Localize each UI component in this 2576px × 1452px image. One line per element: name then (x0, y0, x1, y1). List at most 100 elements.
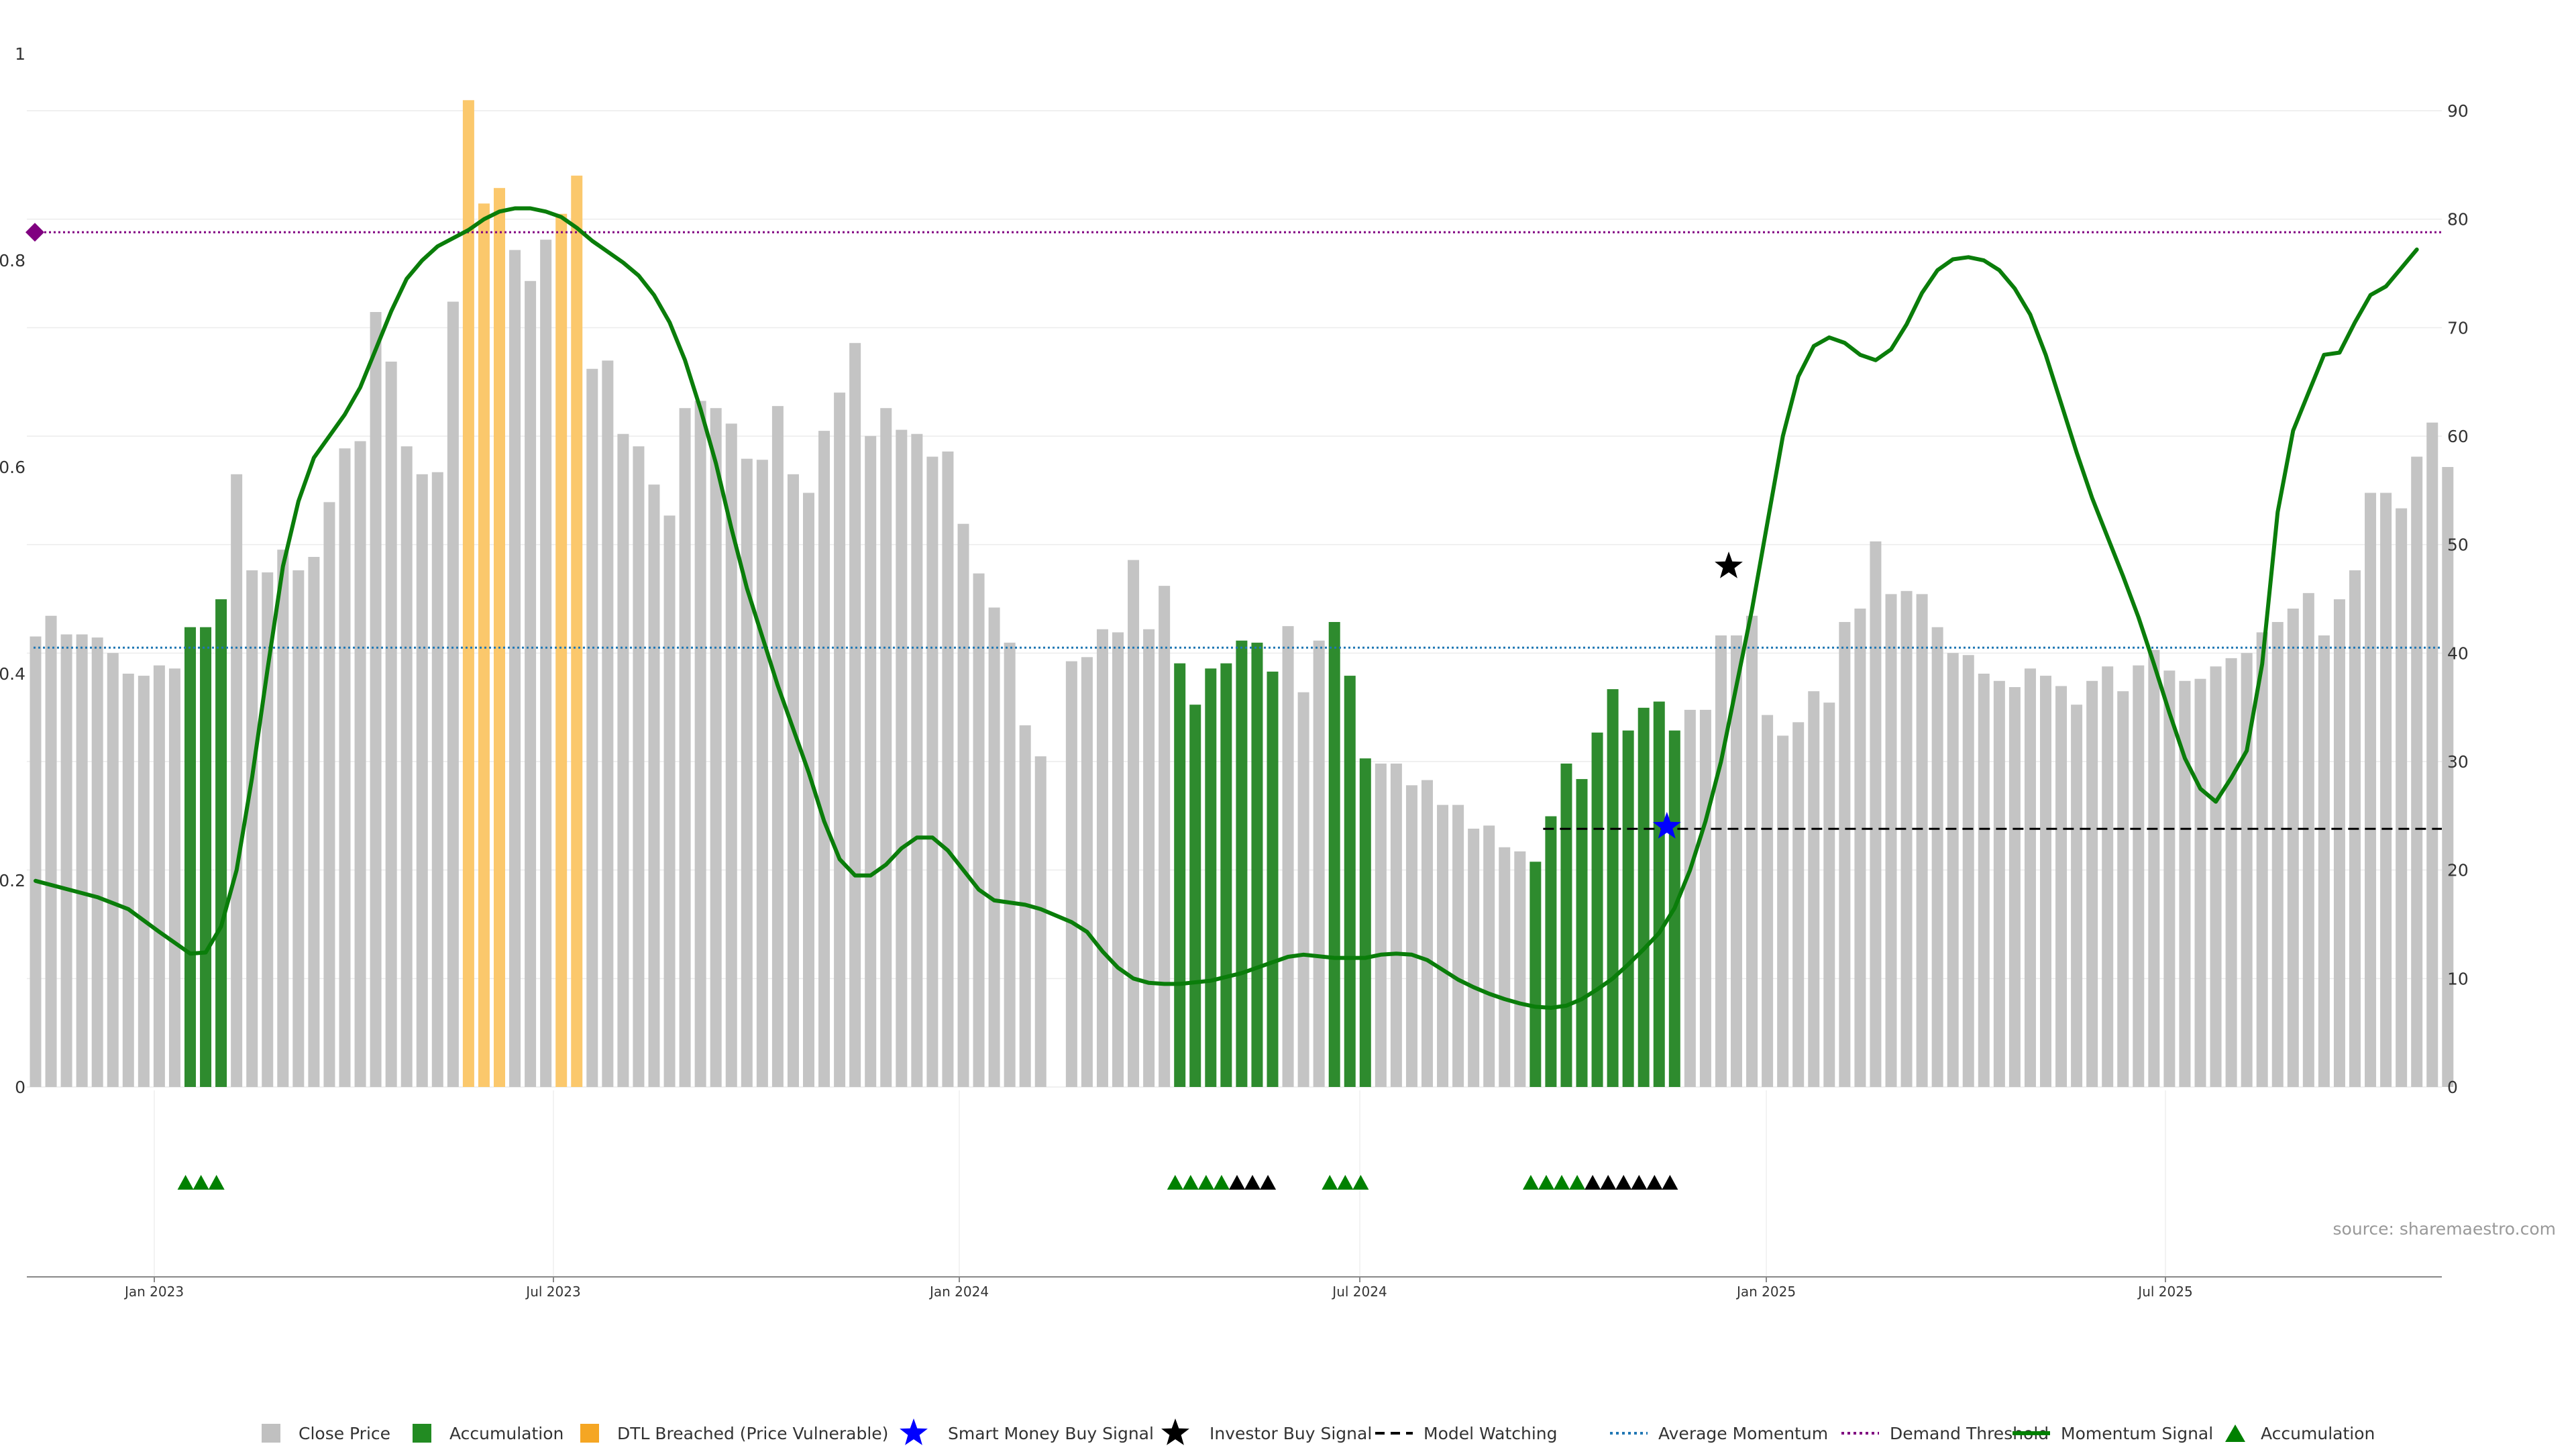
price-bar (431, 472, 443, 1087)
price-bar (2210, 666, 2222, 1087)
price-bar (2102, 666, 2114, 1087)
price-bar (1529, 862, 1542, 1087)
x-tick-label: Jul 2023 (525, 1284, 580, 1300)
right-tick-label: 30 (2447, 752, 2469, 772)
price-bar (1159, 586, 1171, 1087)
price-bar (1916, 594, 1928, 1087)
price-bar (741, 458, 753, 1087)
price-bar (339, 448, 351, 1087)
price-bar (1004, 642, 1016, 1087)
price-bar (1792, 722, 1805, 1087)
right-tick-label: 10 (2447, 969, 2469, 988)
legend-triangle-icon (2225, 1424, 2245, 1442)
price-bar (756, 460, 768, 1087)
price-bar (1405, 785, 1417, 1087)
accumulation-triangle-black (1600, 1175, 1617, 1190)
price-bar (1236, 640, 1248, 1087)
accumulation-triangle-black (1662, 1175, 1678, 1190)
price-bar (215, 599, 227, 1087)
price-bar (168, 668, 180, 1087)
price-bar (76, 634, 88, 1087)
right-tick-label: 60 (2447, 427, 2469, 446)
price-bar (2071, 705, 2083, 1087)
accumulation-triangle-green (1538, 1175, 1554, 1190)
legend-item: Accumulation (2225, 1424, 2375, 1443)
price-bar (648, 484, 660, 1087)
price-bar (617, 433, 629, 1087)
price-bar (1576, 779, 1588, 1087)
price-bar (2302, 592, 2314, 1087)
signal-markers (177, 552, 1743, 1190)
accumulation-triangle-green (1337, 1175, 1354, 1190)
legend-label: Average Momentum (1658, 1424, 1828, 1443)
legend-label: Close Price (299, 1424, 390, 1443)
price-bar (694, 401, 706, 1087)
price-bar (771, 406, 784, 1087)
legend-item: DTL Breached (Price Vulnerable) (580, 1424, 888, 1443)
legend-item: Model Watching (1375, 1424, 1558, 1443)
accumulation-triangle-black (1646, 1175, 1663, 1190)
price-bar (2256, 632, 2268, 1087)
price-bar (1205, 668, 1217, 1087)
price-bar (2318, 635, 2330, 1087)
price-bar (896, 429, 908, 1087)
price-bar (1777, 735, 1789, 1087)
right-tick-label: 0 (2447, 1078, 2458, 1097)
price-bar (1993, 680, 2005, 1087)
price-bar (1947, 653, 1959, 1087)
legend-star-icon (1161, 1418, 1189, 1445)
price-bar (292, 570, 305, 1087)
legend-square-icon (413, 1424, 431, 1443)
price-bar (1081, 657, 1093, 1087)
left-tick-label: 1 (15, 44, 25, 64)
legend-star-icon (900, 1418, 928, 1445)
smart-money-buy-star (1652, 812, 1681, 839)
price-bar (1468, 829, 1480, 1087)
price-bar (1313, 640, 1325, 1087)
price-bar (231, 474, 243, 1087)
accumulation-triangle-green (1182, 1175, 1199, 1190)
price-bar (1870, 541, 1882, 1087)
legend-label: DTL Breached (Price Vulnerable) (617, 1424, 888, 1443)
accumulation-triangle-green (1167, 1175, 1183, 1190)
right-tick-label: 70 (2447, 318, 2469, 338)
legend-item: Average Momentum (1610, 1424, 1828, 1443)
price-bar (2133, 665, 2145, 1087)
price-bar (2271, 622, 2284, 1087)
legend-item: Smart Money Buy Signal (900, 1418, 1154, 1445)
price-bar (586, 368, 598, 1088)
accumulation-triangle-green (1522, 1175, 1539, 1190)
right-tick-label: 20 (2447, 861, 2469, 880)
legend-square-icon (580, 1424, 599, 1443)
price-bar (1375, 763, 1387, 1087)
price-bar (2148, 650, 2160, 1087)
price-bars (30, 100, 2454, 1088)
price-bar (1437, 805, 1449, 1087)
x-tick-label: Jan 2023 (123, 1284, 184, 1300)
x-tick-label: Jan 2024 (928, 1284, 989, 1300)
price-bar (2426, 422, 2438, 1087)
price-bar (555, 213, 568, 1088)
accumulation-triangle-black (1585, 1175, 1601, 1190)
price-bar (1885, 594, 1897, 1087)
price-bar (1065, 661, 1077, 1087)
price-bar (1251, 642, 1263, 1087)
accumulation-triangle-green (1197, 1175, 1214, 1190)
x-tick-label: Jan 2025 (1735, 1284, 1796, 1300)
accumulation-triangle-green (177, 1175, 194, 1190)
price-bar (710, 408, 722, 1087)
price-bar (2287, 608, 2299, 1087)
price-bar (849, 343, 861, 1088)
price-bar (107, 653, 119, 1087)
price-bar (308, 556, 320, 1087)
price-bar (2442, 467, 2454, 1087)
price-bar (1143, 629, 1155, 1087)
price-bar (323, 502, 335, 1087)
price-bar (2396, 508, 2408, 1087)
price-bar (1112, 632, 1124, 1087)
price-bar (1699, 709, 1711, 1087)
price-bar (880, 408, 892, 1087)
price-bar (942, 451, 954, 1087)
price-bar (1297, 692, 1309, 1087)
price-bar (1962, 655, 1974, 1087)
